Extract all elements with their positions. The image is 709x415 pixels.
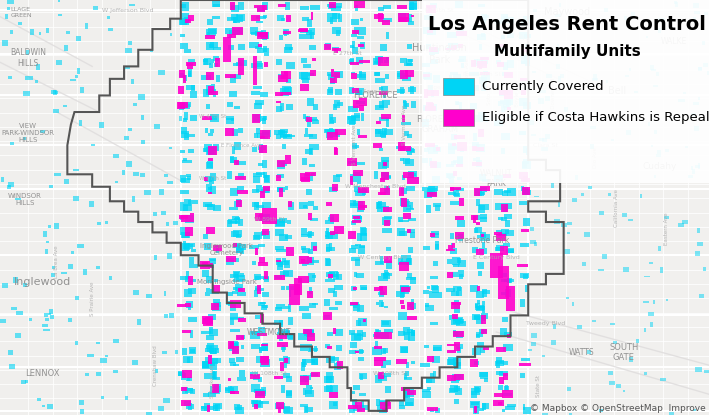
Bar [262, 208, 277, 224]
Text: WATTS: WATTS [569, 348, 594, 357]
Text: State St: State St [536, 375, 542, 397]
Text: S Vermont Ave: S Vermont Ave [352, 125, 357, 166]
Bar [223, 37, 231, 62]
Bar [498, 266, 508, 299]
Bar [422, 0, 709, 183]
Text: LLAGE
GREEN: LLAGE GREEN [11, 7, 33, 18]
Text: Tweedy Blvd: Tweedy Blvd [526, 321, 566, 326]
Text: FLORENCE: FLORENCE [354, 91, 398, 100]
Text: Crenshaw Blvd: Crenshaw Blvd [153, 345, 159, 386]
Text: W Manchester Blvd: W Manchester Blvd [345, 184, 406, 189]
Bar [238, 58, 244, 75]
Text: Currently Covered: Currently Covered [482, 80, 604, 93]
Text: W 108th St: W 108th St [252, 371, 286, 376]
Text: BALDWIN
HILLS: BALDWIN HILLS [11, 49, 46, 68]
Text: Bandini Blvd: Bandini Blvd [491, 24, 530, 43]
Bar [490, 253, 503, 278]
Text: E Florence Ave: E Florence Ave [221, 143, 261, 148]
Text: E 15th St: E 15th St [425, 8, 454, 13]
Text: Dio Ave: Dio Ave [593, 147, 598, 168]
Text: W Jefferson Blvd: W Jefferson Blvd [102, 8, 153, 13]
Text: Page Ave: Page Ave [427, 85, 452, 90]
Text: Multifamily Units: Multifamily Units [494, 44, 640, 59]
Text: E Century Blvd: E Century Blvd [473, 255, 520, 260]
Text: © Mapbox © OpenStreetMap  Improve: © Mapbox © OpenStreetMap Improve [530, 404, 705, 413]
Text: Inglewood Park
Cemetery: Inglewood Park Cemetery [201, 242, 253, 256]
Text: WALNUT
PARK: WALNUT PARK [480, 169, 513, 188]
Text: S Panke Ave: S Panke Ave [210, 365, 216, 398]
Text: Bell: Bell [608, 86, 626, 96]
Bar [443, 109, 474, 126]
Text: Eastern Ave: Eastern Ave [664, 212, 669, 244]
Text: W 47th St: W 47th St [199, 114, 226, 119]
Bar [294, 278, 302, 295]
Text: FLORENCE-
GRAHAM: FLORENCE- GRAHAM [416, 115, 463, 134]
Text: Los Angeles Rent Control: Los Angeles Rent Control [428, 15, 706, 34]
Bar [528, 0, 709, 415]
Text: Inglewood: Inglewood [14, 277, 71, 287]
Text: Maywood: Maywood [544, 7, 591, 17]
Text: E 27th St: E 27th St [333, 51, 362, 56]
Text: W 67th St: W 67th St [199, 176, 226, 181]
Bar [506, 286, 515, 311]
Text: SOUTH
GATE: SOUTH GATE [609, 343, 639, 362]
Text: S Downey Rd: S Downey Rd [550, 77, 556, 114]
Text: S Boyle Ave: S Boyle Ave [515, 79, 520, 112]
Text: Soto St: Soto St [486, 85, 492, 105]
Text: Clara St: Clara St [533, 143, 559, 148]
Text: LENNOX: LENNOX [26, 369, 60, 378]
Text: S Prairie Ave: S Prairie Ave [89, 281, 95, 316]
Text: La Brea Ave: La Brea Ave [54, 245, 60, 278]
Text: Sage Ave: Sage Ave [363, 89, 389, 94]
Text: W 108th St: W 108th St [373, 371, 407, 376]
Text: WALKE: WALKE [660, 37, 687, 46]
Bar [425, 0, 709, 415]
Text: California Ave: California Ave [614, 188, 620, 227]
Bar [253, 56, 257, 85]
Text: S Vermont Ave: S Vermont Ave [401, 104, 407, 145]
Text: WESTMONT: WESTMONT [247, 327, 291, 337]
Text: Firestone Park: Firestone Park [455, 236, 509, 245]
Bar [0, 0, 181, 415]
Text: W Century Blvd: W Century Blvd [358, 255, 408, 260]
Text: Huntington
Park: Huntington Park [412, 43, 467, 65]
Text: VIEW
PARK-WINDSOR
HILLS: VIEW PARK-WINDSOR HILLS [2, 123, 55, 143]
Text: WINDSOR
HILLS: WINDSOR HILLS [8, 193, 42, 206]
Text: Cudahy: Cudahy [642, 161, 676, 171]
Text: Morningside Park: Morningside Park [197, 279, 257, 285]
Bar [289, 284, 299, 305]
Text: Randolph St: Randolph St [463, 72, 501, 77]
Bar [443, 78, 474, 95]
Text: Harmon Ave: Harmon Ave [465, 58, 471, 92]
Text: Eligible if Costa Hawkins is Repealed: Eligible if Costa Hawkins is Repealed [482, 111, 709, 124]
Text: W 89th St: W 89th St [254, 217, 285, 222]
